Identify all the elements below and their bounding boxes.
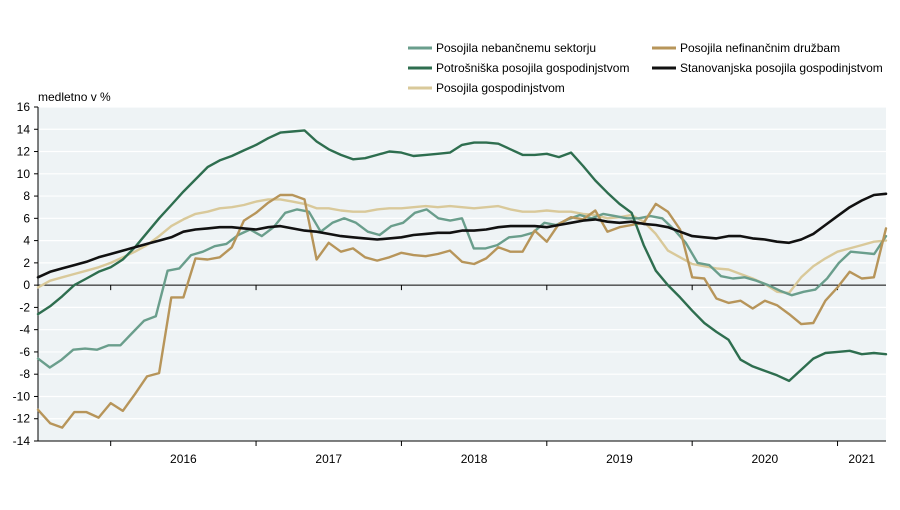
y-tick-label: 10	[17, 167, 31, 181]
plot-area	[38, 107, 886, 441]
y-axis: -14 -12 -10 -8 -6 -4 -2 0 2 4 6 8 10 12 14 16	[13, 100, 39, 448]
x-tick-label: 2016	[170, 452, 197, 466]
legend: Posojila nebančnemu sektorju Posojila ne…	[408, 41, 883, 95]
y-tick-label: -4	[19, 323, 30, 337]
y-tick-label: -6	[19, 345, 30, 359]
legend-label-nefinancne-druzbe: Posojila nefinančnim družbam	[680, 41, 840, 55]
y-tick-label: 12	[17, 145, 31, 159]
x-tick-label: 2021	[848, 452, 875, 466]
y-tick-label: -10	[13, 389, 31, 403]
y-tick-label: 2	[23, 256, 30, 270]
y-tick-label: 6	[23, 211, 30, 225]
x-tick-label: 2019	[606, 452, 633, 466]
legend-label-nebancni-sektor: Posojila nebančnemu sektorju	[436, 41, 596, 55]
y-tick-label: 4	[23, 234, 30, 248]
y-tick-label: -8	[19, 367, 30, 381]
y-tick-label: -12	[13, 412, 31, 426]
series-line-potrosniska	[36, 129, 888, 383]
y-tick-label: 14	[17, 122, 31, 136]
x-axis: 2016 2017 2018 2019 2020 2021	[38, 284, 886, 466]
y-tick-label: -2	[19, 300, 30, 314]
y-axis-unit-label: medletno v %	[38, 90, 111, 104]
y-tick-label: 8	[23, 189, 30, 203]
x-tick-label: 2018	[461, 452, 488, 466]
y-tick-label: -14	[13, 434, 31, 448]
x-tick-label: 2017	[315, 452, 342, 466]
x-tick-label: 2020	[752, 452, 779, 466]
y-tick-label: 0	[23, 278, 30, 292]
legend-label-stanovanjska: Stanovanjska posojila gospodinjstvom	[680, 61, 883, 75]
legend-label-gospodinjstva: Posojila gospodinjstvom	[436, 81, 565, 95]
series-line-nefinancne-druzbe	[36, 193, 888, 429]
y-tick-label: 16	[17, 100, 31, 114]
series-line-stanovanjska	[36, 192, 888, 279]
legend-label-potrosniska: Potrošniška posojila gospodinjstvom	[436, 61, 629, 75]
series-line-gospodinjstva	[36, 198, 888, 295]
series-lines	[36, 129, 888, 429]
series-line-nebancni-sektor	[36, 208, 888, 369]
